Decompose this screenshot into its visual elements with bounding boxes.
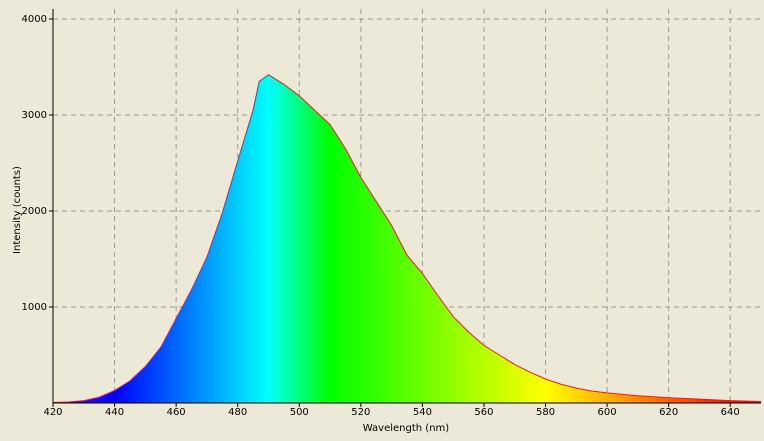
x-tick-label: 520 [351,407,370,418]
y-tick-label: 2000 [22,206,47,217]
x-tick-label: 560 [474,407,493,418]
spectrum-line [52,74,762,404]
x-tick-label: 580 [536,407,555,418]
x-tick-label: 600 [598,407,617,418]
y-tick-label: 4000 [22,14,47,25]
y-tick-label: 3000 [22,110,47,121]
x-tick-label: 460 [167,407,186,418]
y-axis-label: Intensity (counts) [12,166,23,254]
x-tick-label: 440 [105,407,124,418]
x-axis-label: Wavelength (nm) [363,423,449,434]
x-tick-label: 540 [413,407,432,418]
x-tick-label: 500 [290,407,309,418]
x-tick-label: 640 [721,407,740,418]
x-tick-label: 420 [43,407,62,418]
y-tick-label: 1000 [22,302,47,313]
spectrum-area [53,74,761,404]
x-tick-label: 620 [659,407,678,418]
x-tick-label: 480 [228,407,247,418]
